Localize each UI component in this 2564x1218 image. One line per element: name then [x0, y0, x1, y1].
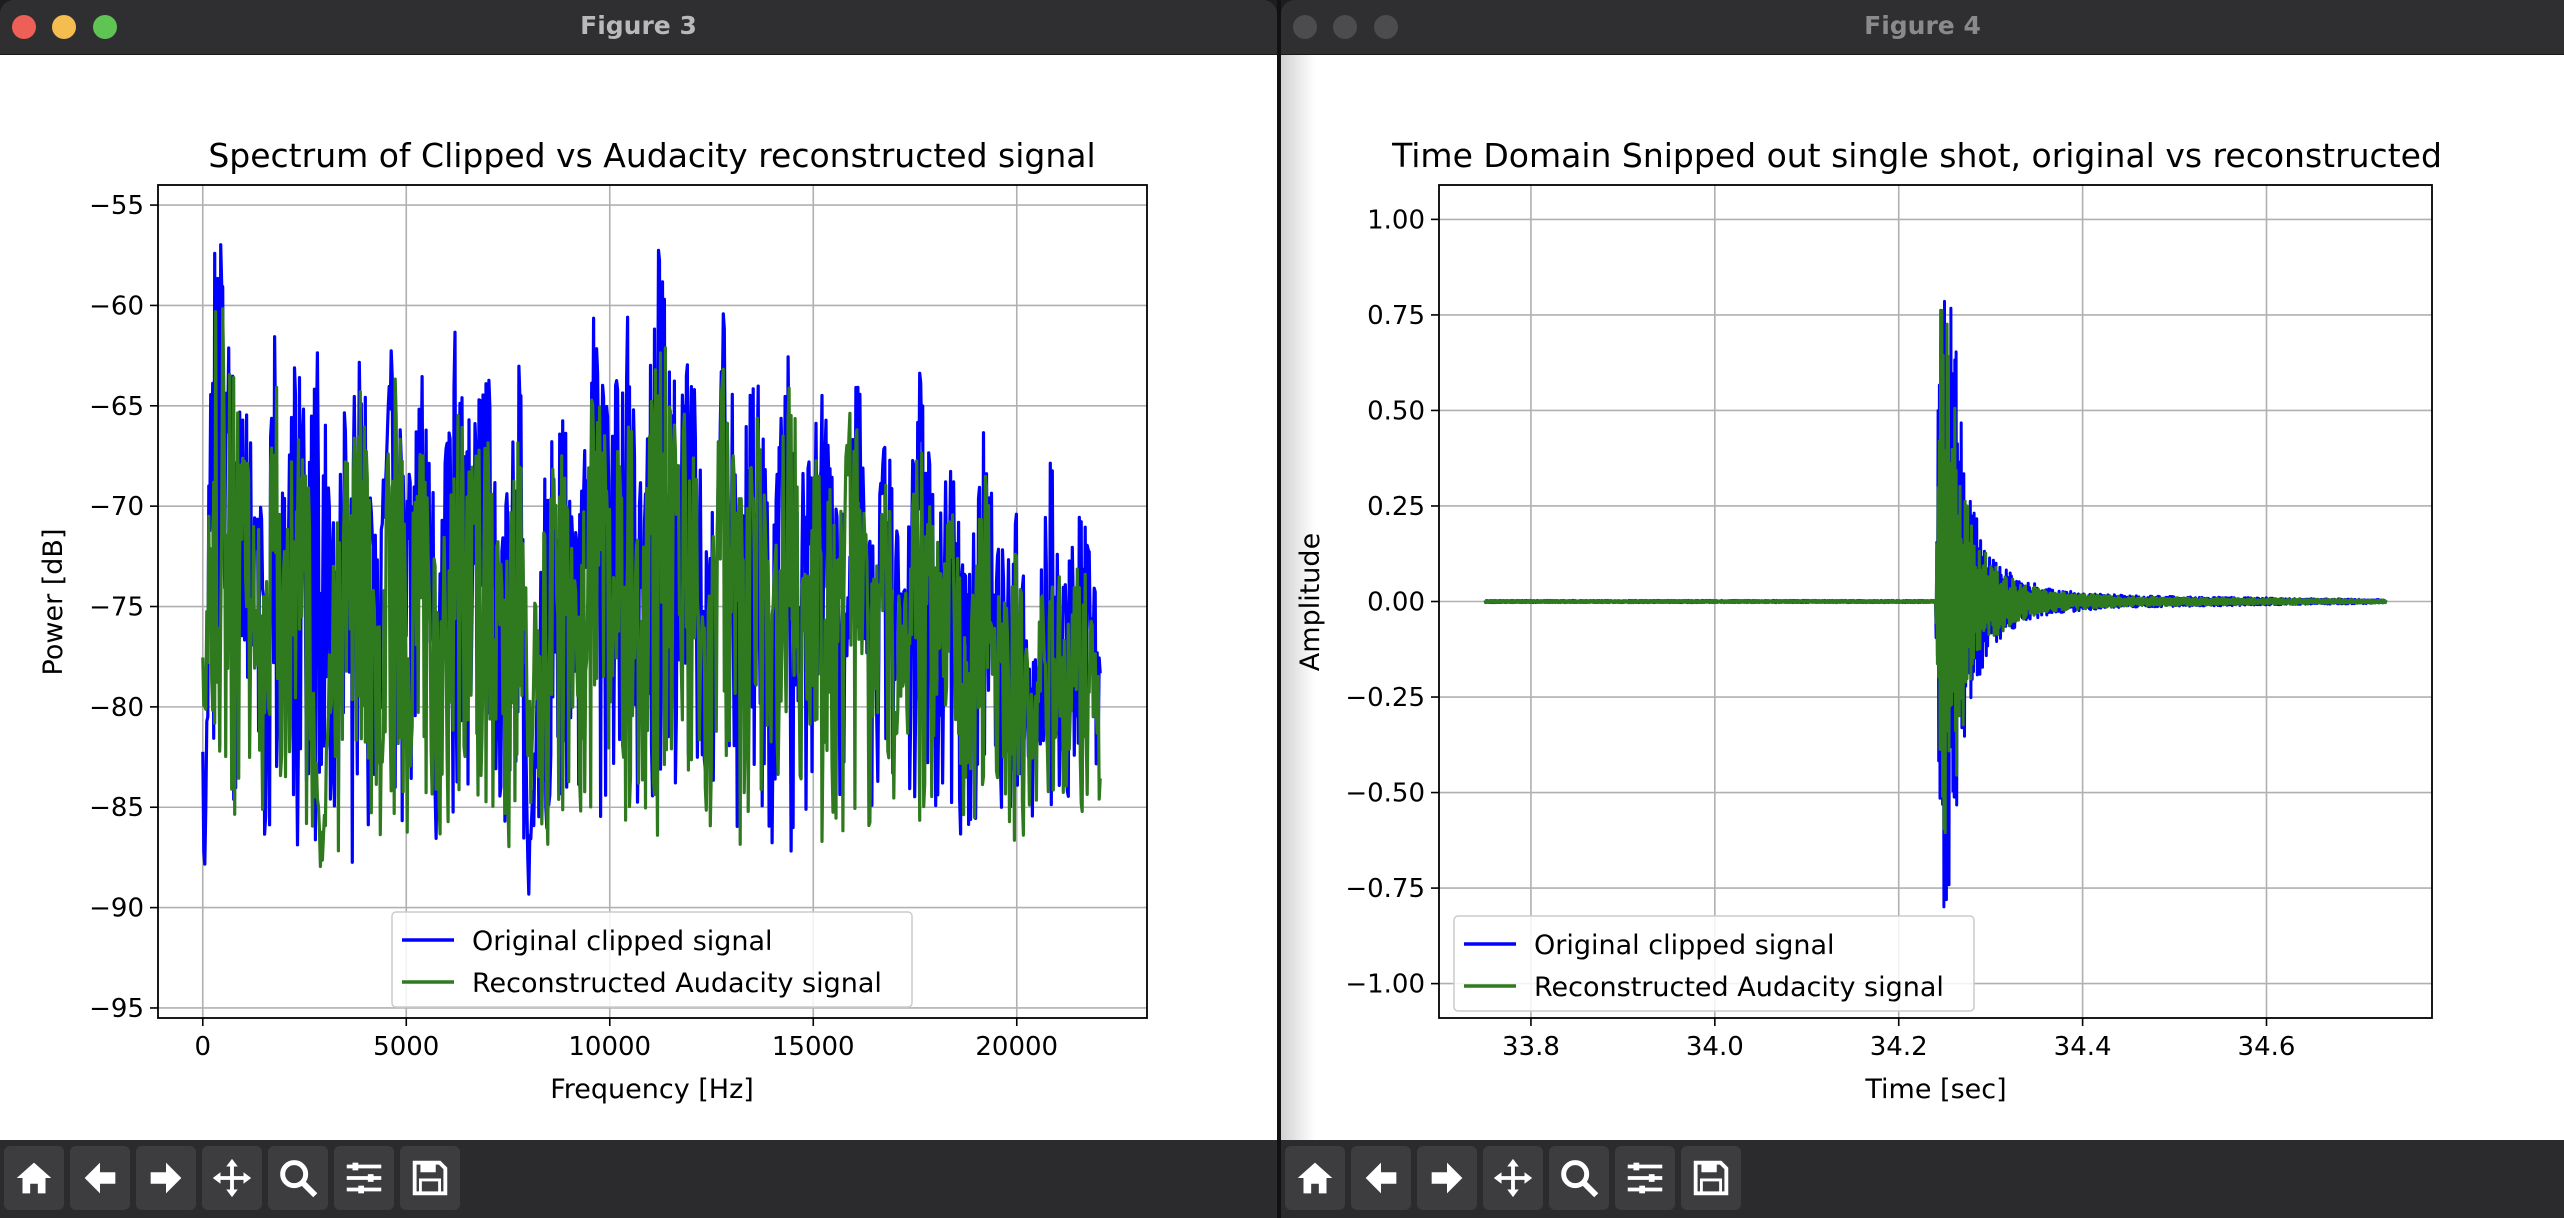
- y-tick-label: −90: [89, 894, 144, 924]
- minimize-window-button[interactable]: [52, 15, 76, 39]
- y-tick-label: −55: [89, 191, 144, 221]
- close-window-button[interactable]: [12, 15, 36, 39]
- window-title: Figure 3: [580, 11, 697, 40]
- y-tick-label: 0.25: [1367, 492, 1425, 522]
- x-tick-label: 34.0: [1686, 1032, 1744, 1062]
- back-arrow-icon: [1365, 1162, 1397, 1194]
- forward-arrow-icon: [150, 1162, 182, 1194]
- title-bar: Figure 3: [0, 0, 1277, 55]
- home-icon: [16, 1162, 52, 1194]
- save-button[interactable]: [400, 1146, 460, 1210]
- pan-button[interactable]: [1483, 1146, 1543, 1210]
- pan-icon: [212, 1158, 252, 1198]
- title-bar: Figure 4: [1281, 0, 2564, 55]
- figure-4-window: Figure 4 33.8 34.0 34.2 34.4 34.6 1.00 0.75 0.5…: [1281, 0, 2564, 1218]
- y-tick-label: −0.75: [1345, 874, 1425, 904]
- zoom-button[interactable]: [268, 1146, 328, 1210]
- home-button[interactable]: [1285, 1146, 1345, 1210]
- zoom-window-button[interactable]: [1374, 15, 1398, 39]
- matplotlib-toolbar: [0, 1140, 1277, 1218]
- x-tick-label: 0: [194, 1032, 211, 1062]
- x-tick-label: 34.4: [2054, 1032, 2112, 1062]
- zoom-window-button[interactable]: [93, 15, 117, 39]
- configure-subplots-icon: [1627, 1162, 1663, 1194]
- configure-subplots-icon: [346, 1162, 382, 1194]
- axes-frame: [1438, 184, 2433, 1019]
- chart-title: Time Domain Snipped out single shot, ori…: [1391, 136, 2442, 175]
- y-tick-label: −65: [89, 392, 144, 422]
- back-button[interactable]: [1351, 1146, 1411, 1210]
- legend-box: [391, 911, 913, 1008]
- y-tick-label: −1.00: [1345, 970, 1425, 1000]
- configure-subplots-button[interactable]: [334, 1146, 394, 1210]
- x-tick-label: 10000: [568, 1032, 651, 1062]
- y-tick-label: −95: [89, 994, 144, 1024]
- matplotlib-toolbar: [1281, 1140, 2564, 1218]
- plot-area: [201, 243, 1102, 896]
- legend-box: [1453, 915, 1975, 1012]
- y-tick-label: −70: [89, 492, 144, 522]
- window-title: Figure 4: [1864, 11, 1981, 40]
- forward-button[interactable]: [136, 1146, 196, 1210]
- legend-entry: Original clipped signal: [1534, 930, 1835, 961]
- configure-subplots-button[interactable]: [1615, 1146, 1675, 1210]
- y-tick-label: 1.00: [1367, 205, 1425, 235]
- x-tick-label: 33.8: [1502, 1032, 1560, 1062]
- zoom-button[interactable]: [1549, 1146, 1609, 1210]
- save-icon: [412, 1160, 448, 1196]
- y-tick-label: −0.50: [1345, 779, 1425, 809]
- x-tick-label: 5000: [373, 1032, 439, 1062]
- spectrum-plot: 0 5000 10000 15000 20000 −55 −60 −65 −70 −75 −80 −8…: [38, 136, 1148, 1105]
- x-axis-label: Time [sec]: [1864, 1074, 2006, 1105]
- y-tick-label: −85: [89, 793, 144, 823]
- y-tick-label: −75: [89, 593, 144, 623]
- series-line-original: [201, 243, 1102, 896]
- series-line-reconstructed: [201, 307, 1102, 869]
- legend-entry: Reconstructed Audacity signal: [1534, 972, 1944, 1003]
- save-icon: [1693, 1160, 1729, 1196]
- x-tick-label: 34.6: [2238, 1032, 2296, 1062]
- window-gap: [1277, 0, 1281, 1218]
- plot-area: [1483, 299, 2388, 909]
- home-icon: [1297, 1162, 1333, 1194]
- pan-icon: [1493, 1158, 1533, 1198]
- x-tick-label: 15000: [772, 1032, 855, 1062]
- y-tick-label: 0.50: [1367, 396, 1425, 426]
- time-domain-plot: 33.8 34.0 34.2 34.4 34.6 1.00 0.75 0.50 0.25 0.00…: [1295, 136, 2442, 1105]
- figure-canvas[interactable]: 33.8 34.0 34.2 34.4 34.6 1.00 0.75 0.50 0.25 0.00…: [1281, 55, 2564, 1140]
- back-button[interactable]: [70, 1146, 130, 1210]
- x-tick-label: 20000: [975, 1032, 1058, 1062]
- minimize-window-button[interactable]: [1333, 15, 1357, 39]
- y-tick-label: −0.25: [1345, 683, 1425, 713]
- y-axis-label: Amplitude: [1295, 533, 1326, 671]
- chart-title: Spectrum of Clipped vs Audacity reconstr…: [208, 136, 1095, 175]
- home-button[interactable]: [4, 1146, 64, 1210]
- figure-canvas[interactable]: 0 5000 10000 15000 20000 −55 −60 −65 −70 −75 −80 −8…: [0, 55, 1277, 1140]
- legend-entry: Reconstructed Audacity signal: [472, 968, 882, 999]
- axes-frame: [157, 184, 1148, 1019]
- zoom-icon: [280, 1160, 318, 1198]
- y-axis-label: Power [dB]: [38, 529, 69, 676]
- x-tick-label: 34.2: [1870, 1032, 1928, 1062]
- series-line-reconstructed: [1483, 308, 2388, 835]
- close-window-button[interactable]: [1293, 15, 1317, 39]
- forward-button[interactable]: [1417, 1146, 1477, 1210]
- figure-3-window: Figure 3 0 5000 10000 15000 20000 −55 −60 −65 −7…: [0, 0, 1277, 1218]
- zoom-icon: [1561, 1160, 1599, 1198]
- y-tick-label: 0.00: [1367, 588, 1425, 618]
- back-arrow-icon: [84, 1162, 116, 1194]
- y-tick-label: −60: [89, 291, 144, 321]
- pan-button[interactable]: [202, 1146, 262, 1210]
- legend-entry: Original clipped signal: [472, 926, 773, 957]
- x-axis-label: Frequency [Hz]: [550, 1074, 754, 1105]
- y-tick-label: 0.75: [1367, 301, 1425, 331]
- forward-arrow-icon: [1431, 1162, 1463, 1194]
- y-tick-label: −80: [89, 693, 144, 723]
- save-button[interactable]: [1681, 1146, 1741, 1210]
